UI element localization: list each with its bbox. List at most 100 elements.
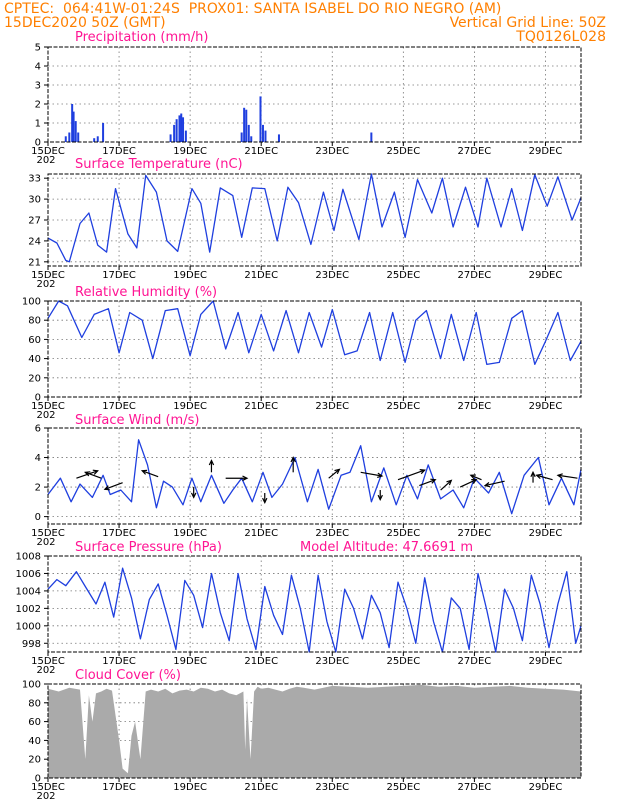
wind-ytick-label: 2	[35, 483, 41, 494]
precip-bar	[259, 96, 262, 142]
wind-arrow-shaft	[141, 470, 159, 478]
cloud-cover-frame	[47, 683, 582, 779]
wind-arrow	[360, 471, 384, 478]
precip-bar	[261, 124, 264, 142]
wind-arrow	[397, 469, 426, 481]
humidity-title: Relative Humidity (%)	[75, 285, 217, 300]
temperature-xtick-label: 17DEC	[102, 270, 136, 281]
humidity-ytick-label: 0	[35, 393, 41, 404]
location-label: PROX01: SANTA ISABEL DO RIO NEGRO (AM)	[188, 1, 502, 17]
wind-arrow-head	[430, 478, 437, 484]
wind-arrow	[190, 487, 197, 499]
wind-xtick-label: 21DEC	[244, 528, 278, 539]
wind-arrow-shaft	[536, 474, 553, 481]
precip-bar	[169, 134, 172, 142]
wind-arrow-shaft	[397, 469, 425, 481]
humidity-series-line	[47, 300, 582, 366]
cloud-cover-xtick-label: 27DEC	[458, 782, 492, 793]
wind-arrow	[483, 480, 505, 488]
precip-bar	[102, 123, 105, 142]
wind-arrow-shaft	[419, 479, 436, 487]
pressure-xtick-label: 29DEC	[529, 656, 563, 667]
precip-bar	[93, 138, 96, 142]
datetime-label: 15DEC2020 50Z (GMT)	[4, 15, 166, 31]
humidity-xtick-label: 27DEC	[458, 401, 492, 412]
wind-arrow	[84, 471, 102, 479]
cloud-cover-ytick-label: 60	[28, 717, 41, 728]
precipitation-xtick-label: 29DEC	[529, 146, 563, 157]
humidity-ytick-label: 80	[28, 316, 41, 327]
wind-arrow	[103, 482, 123, 491]
precip-bar	[178, 115, 181, 142]
humidity-year-label: 202	[36, 410, 55, 421]
wind-arrow-head	[377, 472, 384, 478]
temperature-xtick-label: 15DEC	[31, 270, 65, 281]
wind-arrow-head	[190, 492, 197, 499]
wind-arrow-head	[290, 456, 296, 463]
cloud-cover-xtick-label: 19DEC	[173, 782, 207, 793]
humidity-panel: 0 20 40 60 80 100 15DEC 17DEC 19DEC 21DEC 23DEC 25D…	[22, 285, 582, 421]
wind-arrow-head	[262, 497, 268, 504]
wind-arrow-head	[208, 459, 215, 466]
temperature-xtick-label: 29DEC	[529, 270, 563, 281]
precipitation-ytick-label: 1	[35, 119, 41, 130]
wind-arrow-shaft	[85, 471, 102, 479]
temperature-ytick-label: 33	[28, 174, 41, 185]
pressure-xtick-label: 25DEC	[386, 656, 420, 667]
temperature-year-label: 202	[36, 279, 55, 290]
wind-ytick-label: 0	[35, 512, 41, 523]
precip-bar	[182, 117, 185, 142]
precipitation-title: Precipitation (mm/h)	[75, 30, 208, 45]
wind-arrow-head	[92, 469, 99, 475]
pressure-frame	[47, 555, 582, 653]
source-label: CPTEC:	[4, 1, 55, 17]
wind-arrow-head	[530, 470, 536, 478]
wind-arrow	[225, 475, 249, 481]
cloud-cover-year-label: 202	[36, 791, 55, 800]
humidity-xtick-label: 17DEC	[102, 401, 136, 412]
wind-arrow	[290, 456, 296, 473]
wind-arrow-head	[84, 471, 91, 477]
wind-arrow-shaft	[484, 480, 505, 487]
precip-bar	[250, 136, 253, 142]
precip-bar	[243, 107, 246, 142]
precipitation-panel: 0 1 2 3 4 5 15DEC 17DEC 19DEC 21DEC 23DEC 25DEC 27DE…	[31, 30, 582, 166]
precipitation-ytick-label: 4	[35, 62, 41, 73]
cloud-cover-xtick-label: 23DEC	[315, 782, 349, 793]
cloud-cover-ytick-label: 20	[28, 755, 41, 766]
wind-xtick-label: 17DEC	[102, 528, 136, 539]
cloud-cover-xtick-label: 15DEC	[31, 782, 65, 793]
wind-arrow-head	[471, 479, 478, 484]
temperature-ytick-label: 30	[28, 195, 41, 206]
cloud-cover-ytick-label: 80	[28, 698, 41, 709]
precip-bar	[245, 109, 248, 142]
wind-arrow	[459, 479, 478, 488]
temperature-xtick-label: 23DEC	[315, 270, 349, 281]
humidity-xtick-label: 23DEC	[315, 401, 349, 412]
temperature-xtick-label: 19DEC	[173, 270, 207, 281]
humidity-xtick-label: 29DEC	[529, 401, 563, 412]
precipitation-xtick-label: 21DEC	[244, 146, 278, 157]
pressure-year-label: 202	[36, 665, 55, 676]
wind-arrow	[328, 468, 341, 479]
wind-xtick-label: 27DEC	[458, 528, 492, 539]
cloud-cover-ytick-label: 0	[35, 774, 41, 785]
wind-arrow-shaft	[557, 474, 578, 479]
wind-arrow-shaft	[459, 479, 477, 488]
pressure-xtick-label: 23DEC	[315, 656, 349, 667]
wind-ytick-label: 6	[35, 424, 41, 435]
wind-arrow	[535, 473, 553, 481]
wind-arrow-shaft	[470, 474, 482, 481]
cloud-cover-area	[48, 684, 581, 778]
pressure-ytick-label: 1000	[16, 621, 41, 632]
precip-bar	[184, 130, 187, 142]
pressure-xtick-label: 27DEC	[458, 656, 492, 667]
wind-arrow	[208, 459, 215, 473]
temperature-xtick-label: 27DEC	[458, 270, 492, 281]
wind-xtick-label: 15DEC	[31, 528, 65, 539]
cloud-cover-title: Cloud Cover (%)	[75, 668, 181, 683]
wind-arrow	[556, 473, 578, 479]
wind-arrow	[262, 492, 268, 504]
wind-arrow	[530, 470, 536, 483]
